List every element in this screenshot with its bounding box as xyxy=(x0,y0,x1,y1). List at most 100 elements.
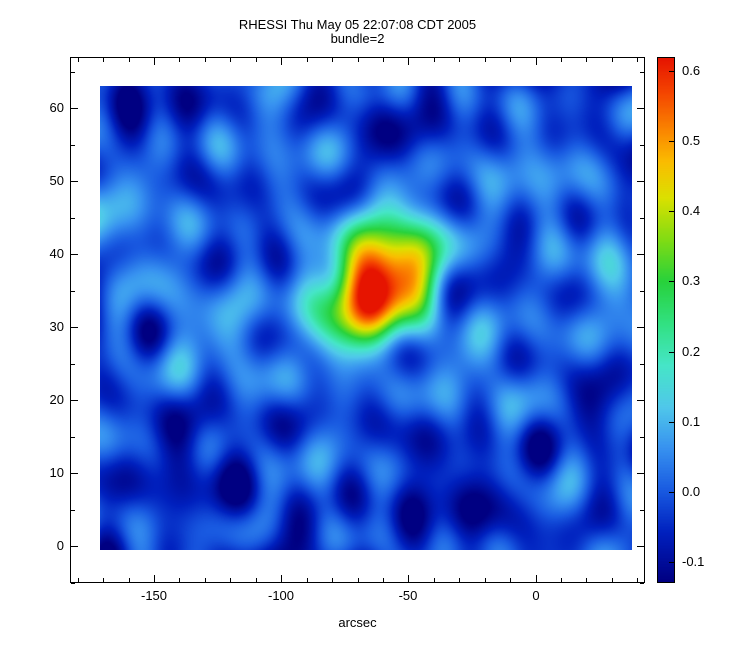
colorbar-tick-label: 0.2 xyxy=(682,344,701,359)
axis-tick xyxy=(205,578,206,582)
y-tick-label: 0 xyxy=(56,538,64,553)
axis-tick xyxy=(179,578,180,582)
colorbar-tick-label: 0.1 xyxy=(682,414,701,429)
axis-tick xyxy=(358,58,359,62)
y-tick-label: 20 xyxy=(49,392,64,407)
axis-tick xyxy=(71,473,78,474)
axis-tick xyxy=(637,181,644,182)
colorbar-tick xyxy=(669,562,674,563)
axis-tick xyxy=(434,578,435,582)
colorbar-tick-label: 0.6 xyxy=(682,63,701,78)
axis-tick xyxy=(561,578,562,582)
axis-tick xyxy=(332,58,333,62)
axis-tick xyxy=(640,72,644,73)
heatmap-image xyxy=(100,86,632,550)
axis-tick xyxy=(358,578,359,582)
axis-tick xyxy=(179,58,180,62)
colorbar-tick-label: 0.5 xyxy=(682,133,701,148)
axis-tick xyxy=(510,58,511,62)
colorbar-tick xyxy=(669,211,674,212)
axis-tick xyxy=(256,58,257,62)
axis-tick xyxy=(640,510,644,511)
axis-tick xyxy=(485,578,486,582)
axis-tick xyxy=(637,578,638,582)
colorbar-gradient xyxy=(658,58,674,582)
axis-tick xyxy=(637,58,638,62)
axis-tick xyxy=(640,437,644,438)
axis-tick xyxy=(71,400,78,401)
axis-tick xyxy=(71,437,75,438)
axis-tick xyxy=(78,578,79,582)
colorbar-tick xyxy=(669,141,674,142)
colorbar-tick-label: 0.3 xyxy=(682,273,701,288)
axis-tick xyxy=(637,546,644,547)
axis-tick xyxy=(71,510,75,511)
axis-tick xyxy=(640,145,644,146)
y-tick-label: 30 xyxy=(49,319,64,334)
axis-tick xyxy=(307,58,308,62)
axis-tick xyxy=(637,254,644,255)
x-axis-label: arcsec xyxy=(338,615,377,630)
y-tick-label: 50 xyxy=(49,173,64,188)
axis-tick xyxy=(637,108,644,109)
colorbar xyxy=(657,57,675,583)
axis-tick xyxy=(129,578,130,582)
axis-tick xyxy=(307,578,308,582)
colorbar-tick xyxy=(669,422,674,423)
axis-tick xyxy=(640,364,644,365)
axis-tick xyxy=(586,58,587,62)
axis-tick xyxy=(281,575,282,582)
colorbar-tick xyxy=(669,281,674,282)
axis-tick xyxy=(103,58,104,62)
axis-tick xyxy=(256,578,257,582)
axis-tick xyxy=(78,58,79,62)
axis-tick xyxy=(637,327,644,328)
colorbar-tick xyxy=(669,71,674,72)
x-tick-label: -100 xyxy=(267,588,295,603)
axis-tick xyxy=(154,575,155,582)
axis-tick xyxy=(383,58,384,62)
axis-tick xyxy=(71,546,78,547)
axis-tick xyxy=(154,58,155,65)
axis-tick xyxy=(230,578,231,582)
axis-tick xyxy=(230,58,231,62)
axis-tick xyxy=(536,58,537,65)
axis-tick xyxy=(71,145,75,146)
axis-tick xyxy=(536,575,537,582)
x-tick-label: -50 xyxy=(398,588,418,603)
axis-tick xyxy=(332,578,333,582)
y-tick-label: 40 xyxy=(49,246,64,261)
axis-tick xyxy=(561,58,562,62)
axis-tick xyxy=(485,58,486,62)
axis-tick xyxy=(640,583,644,584)
axis-tick xyxy=(640,218,644,219)
axis-tick xyxy=(103,578,104,582)
plot-axes xyxy=(70,57,645,583)
y-tick-label: 60 xyxy=(49,100,64,115)
axis-tick xyxy=(71,254,78,255)
x-tick-label: -150 xyxy=(140,588,168,603)
x-tick-label: 0 xyxy=(532,588,540,603)
colorbar-tick-label: -0.1 xyxy=(682,554,705,569)
axis-tick xyxy=(205,58,206,62)
axis-tick xyxy=(383,578,384,582)
axis-tick xyxy=(640,291,644,292)
axis-tick xyxy=(281,58,282,65)
chart-subtitle: bundle=2 xyxy=(330,31,385,46)
axis-tick xyxy=(612,578,613,582)
colorbar-tick-label: 0.4 xyxy=(682,203,701,218)
axis-tick xyxy=(612,58,613,62)
axis-tick xyxy=(71,181,78,182)
axis-tick xyxy=(71,364,75,365)
axis-tick xyxy=(71,108,78,109)
colorbar-tick-label: 0.0 xyxy=(682,484,701,499)
axis-tick xyxy=(510,578,511,582)
axis-tick xyxy=(71,327,78,328)
axis-tick xyxy=(586,578,587,582)
axis-tick xyxy=(129,58,130,62)
axis-tick xyxy=(408,575,409,582)
chart-title: RHESSI Thu May 05 22:07:08 CDT 2005 xyxy=(238,17,477,32)
axis-tick xyxy=(459,578,460,582)
axis-tick xyxy=(459,58,460,62)
